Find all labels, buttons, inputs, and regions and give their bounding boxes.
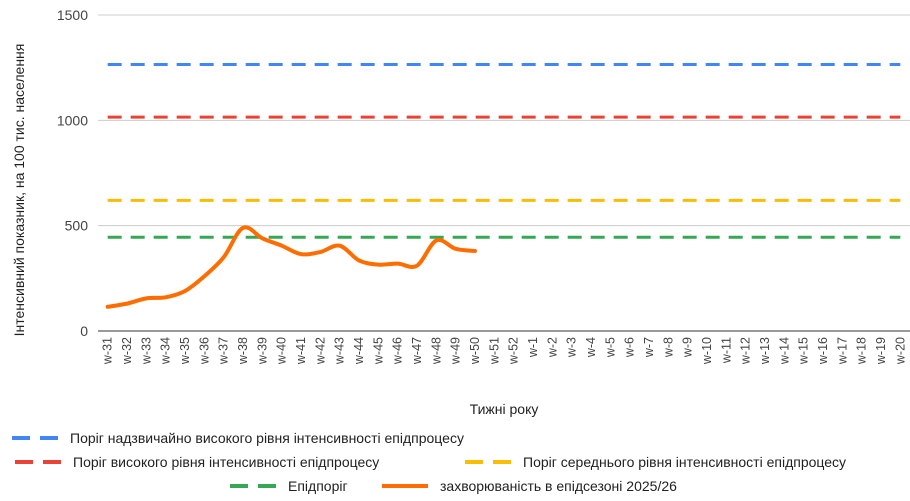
gridlines [98,14,910,332]
legend-item: Поріг високого рівня інтенсивності епідп… [15,454,379,470]
legend-label: Поріг надзвичайно високого рівня інтенси… [70,430,464,446]
legend: Поріг надзвичайно високого рівня інтенси… [12,430,846,494]
x-tick-label: w-13 [758,337,772,365]
x-tick-label: w-5 [603,337,617,358]
x-tick-label: w-43 [333,337,347,365]
legend-item: Епідпоріг [230,478,348,494]
x-tick-label: w-15 [797,337,811,365]
y-tick-label: 500 [65,218,89,234]
x-tick-label: w-41 [294,337,308,365]
x-tick-label: w-2 [545,337,559,358]
x-tick-label: w-38 [236,337,250,365]
x-tick-label: w-44 [352,337,366,365]
x-tick-label: w-45 [371,337,385,365]
legend-label: захворюваність в епідсезоні 2025/26 [440,478,677,494]
x-tick-label: w-6 [623,337,637,358]
x-tick-label: w-34 [159,337,173,365]
x-tick-label: w-49 [449,337,463,365]
x-tick-label: w-20 [893,337,907,365]
x-tick-label: w-19 [874,337,888,365]
legend-item: Поріг середнього рівня інтенсивності епі… [465,454,846,470]
x-tick-label: w-32 [120,337,134,365]
x-tick-label: w-16 [816,337,830,365]
legend-item: захворюваність в епідсезоні 2025/26 [382,478,677,494]
x-tick-label: w-8 [661,337,675,358]
x-tick-label: w-46 [391,337,405,365]
x-tick-label: w-12 [739,337,753,365]
x-axis-tick-labels: w-31 w-32 w-33 w-34 w-35 w-36 w-37 w-38 w-39 w-40… [101,337,908,365]
series-line-incidence [105,225,477,309]
x-tick-label: w-42 [313,337,327,365]
y-tick-label: 1000 [57,112,88,128]
threshold-lines [107,63,901,239]
x-tick-label: w-37 [217,337,231,365]
x-tick-label: w-14 [777,337,791,365]
x-tick-label: w-18 [855,337,869,365]
x-tick-label: w-50 [468,337,482,365]
x-tick-label: w-33 [139,337,153,365]
x-tick-label: w-3 [565,337,579,358]
x-tick-label: w-51 [487,337,501,365]
x-tick-label: w-36 [197,337,211,365]
y-tick-label: 0 [80,323,88,339]
legend-label: Поріг середнього рівня інтенсивності епі… [523,454,846,470]
y-tick-label: 1500 [57,7,88,23]
x-tick-label: w-39 [255,337,269,365]
x-tick-label: w-31 [101,337,115,365]
x-tick-label: w-10 [700,337,714,365]
x-tick-label: w-7 [642,337,656,358]
x-axis-title: Тижні року [470,401,539,417]
incidence-series [105,225,477,309]
x-tick-label: w-35 [178,337,192,365]
x-tick-label: w-17 [835,337,849,365]
x-tick-label: w-47 [410,337,424,365]
x-tick-label: w-48 [429,337,443,365]
legend-item: Поріг надзвичайно високого рівня інтенси… [12,430,464,446]
x-tick-label: w-52 [507,337,521,365]
y-axis-tick-labels: 0 500 1000 1500 [57,7,88,339]
x-tick-label: w-40 [275,337,289,365]
legend-label: Епідпоріг [288,478,348,494]
y-axis-title: Інтенсивний показник, на 100 тис. населе… [11,44,27,337]
x-tick-label: w-4 [584,337,598,358]
legend-label: Поріг високого рівня інтенсивності епідп… [73,454,379,470]
x-tick-label: w-9 [681,337,695,358]
x-tick-label: w-11 [719,337,733,364]
x-tick-label: w-1 [526,337,540,358]
